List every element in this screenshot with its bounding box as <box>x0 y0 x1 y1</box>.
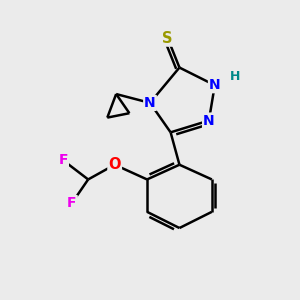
Text: N: N <box>209 78 220 92</box>
Text: H: H <box>230 70 241 83</box>
Text: S: S <box>162 31 173 46</box>
Text: N: N <box>203 114 215 128</box>
Text: O: O <box>108 157 121 172</box>
Text: F: F <box>67 196 77 210</box>
Text: F: F <box>58 153 68 167</box>
Text: N: N <box>144 96 156 110</box>
